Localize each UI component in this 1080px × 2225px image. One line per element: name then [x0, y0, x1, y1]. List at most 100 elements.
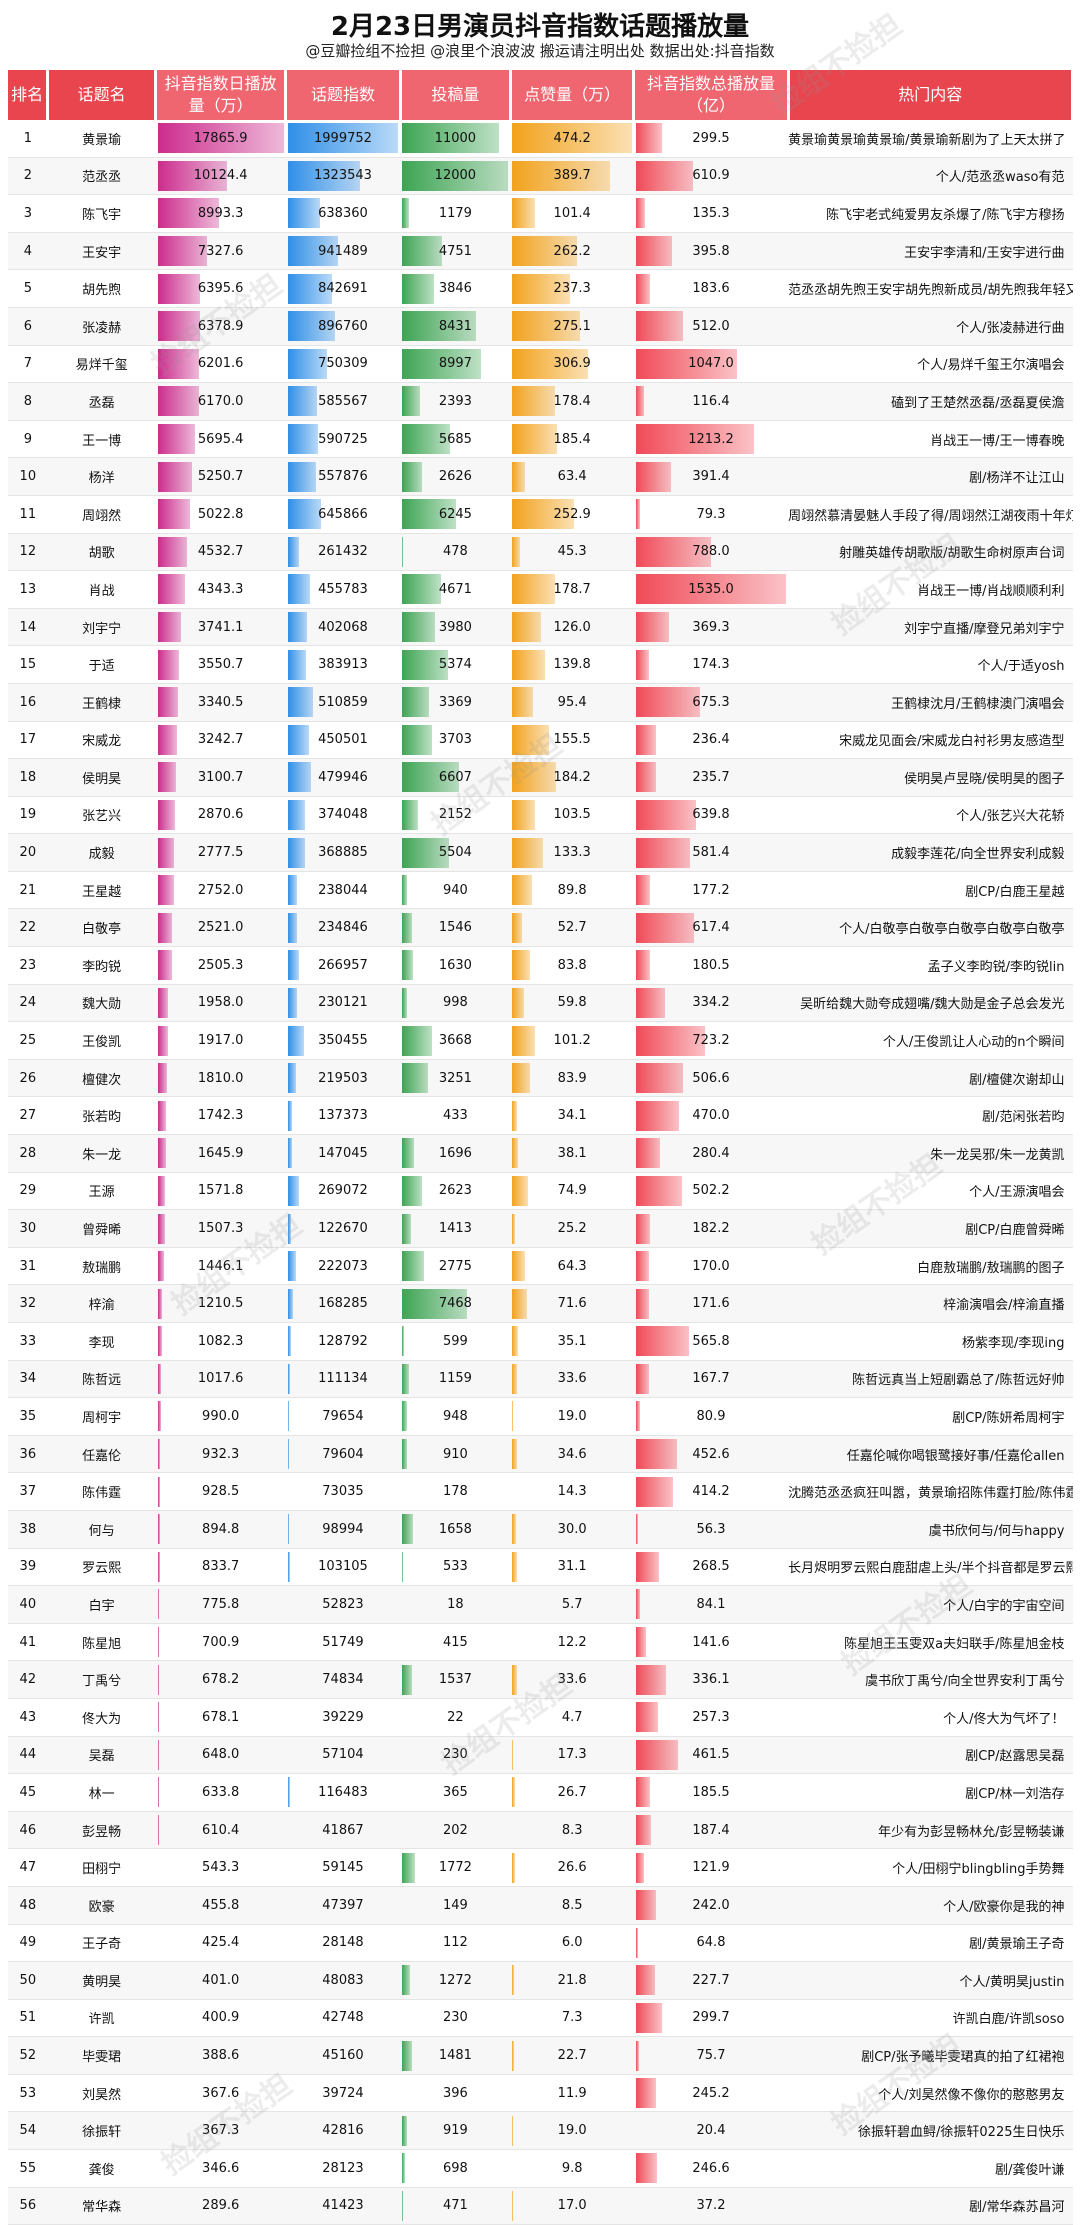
total-value: 141.6: [634, 1624, 788, 1660]
posts-cell: 1179: [400, 195, 510, 233]
likes-cell: 26.7: [510, 1774, 633, 1812]
total-value: 116.4: [634, 383, 788, 419]
total-value: 56.3: [634, 1511, 788, 1547]
likes-cell: 22.7: [510, 2037, 633, 2075]
total-value: 299.7: [634, 2000, 788, 2036]
total-cell: 236.4: [634, 721, 788, 759]
likes-value: 11.9: [510, 2075, 633, 2111]
total-cell: 280.4: [634, 1135, 788, 1173]
daily-value: 1571.8: [156, 1173, 286, 1209]
index-cell: 455783: [286, 571, 401, 609]
daily-cell: 6395.6: [156, 270, 286, 308]
topic-name-cell: 白敬亭: [48, 909, 156, 947]
topic-name-cell: 毕雯珺: [48, 2037, 156, 2075]
daily-cell: 633.8: [156, 1774, 286, 1812]
hot-content-cell: 肖战王一博/肖战顺顺利利: [788, 571, 1072, 609]
daily-value: 6201.6: [156, 346, 286, 382]
likes-cell: 139.8: [510, 646, 633, 684]
total-value: 299.5: [634, 120, 788, 156]
posts-value: 919: [400, 2113, 510, 2149]
hot-content-cell: 剧CP/林一刘浩存: [788, 1774, 1072, 1812]
hot-content-cell: 刘宇宁直播/摩登兄弟刘宇宁: [788, 608, 1072, 646]
total-cell: 37.2: [634, 2187, 788, 2225]
daily-value: 2752.0: [156, 872, 286, 908]
total-cell: 135.3: [634, 195, 788, 233]
likes-value: 126.0: [510, 609, 633, 645]
index-cell: 645866: [286, 495, 401, 533]
daily-cell: 3100.7: [156, 759, 286, 797]
index-cell: 41867: [286, 1811, 401, 1849]
posts-cell: 433: [400, 1097, 510, 1135]
daily-cell: 4532.7: [156, 533, 286, 571]
rank-cell: 48: [8, 1886, 48, 1924]
posts-value: 3668: [400, 1023, 510, 1059]
likes-cell: 306.9: [510, 345, 633, 383]
index-value: 510859: [286, 684, 401, 720]
rank-cell: 2: [8, 157, 48, 195]
rank-cell: 42: [8, 1661, 48, 1699]
rank-cell: 26: [8, 1059, 48, 1097]
likes-value: 7.3: [510, 2000, 633, 2036]
topic-name-cell: 王源: [48, 1172, 156, 1210]
index-value: 41423: [286, 2188, 401, 2224]
total-value: 121.9: [634, 1850, 788, 1886]
total-value: 80.9: [634, 1398, 788, 1434]
likes-value: 71.6: [510, 1286, 633, 1322]
posts-cell: 940: [400, 871, 510, 909]
daily-cell: 289.6: [156, 2187, 286, 2225]
rank-cell: 46: [8, 1811, 48, 1849]
total-cell: 723.2: [634, 1022, 788, 1060]
daily-value: 17865.9: [156, 120, 286, 156]
rank-cell: 4: [8, 232, 48, 270]
daily-cell: 8993.3: [156, 195, 286, 233]
index-value: 52823: [286, 1586, 401, 1622]
daily-value: 10124.4: [156, 158, 286, 194]
total-cell: 56.3: [634, 1510, 788, 1548]
likes-cell: 45.3: [510, 533, 633, 571]
hot-content-cell: 肖战王一博/王一博春晚: [788, 420, 1072, 458]
total-value: 75.7: [634, 2038, 788, 2074]
daily-value: 700.9: [156, 1624, 286, 1660]
posts-cell: 1272: [400, 1962, 510, 2000]
daily-value: 833.7: [156, 1549, 286, 1585]
rank-cell: 18: [8, 759, 48, 797]
column-header-4: 投稿量: [400, 70, 510, 120]
total-value: 334.2: [634, 985, 788, 1021]
daily-value: 543.3: [156, 1850, 286, 1886]
daily-value: 367.6: [156, 2075, 286, 2111]
index-value: 1999752: [286, 120, 401, 156]
daily-value: 7327.6: [156, 233, 286, 269]
posts-value: 4751: [400, 233, 510, 269]
daily-value: 990.0: [156, 1398, 286, 1434]
topic-name-cell: 王俊凯: [48, 1022, 156, 1060]
likes-cell: 95.4: [510, 683, 633, 721]
daily-cell: 610.4: [156, 1811, 286, 1849]
index-value: 128792: [286, 1323, 401, 1359]
likes-cell: 101.2: [510, 1022, 633, 1060]
rank-cell: 54: [8, 2112, 48, 2150]
posts-cell: 1772: [400, 1849, 510, 1887]
daily-cell: 678.1: [156, 1698, 286, 1736]
likes-cell: 83.8: [510, 947, 633, 985]
index-cell: 383913: [286, 646, 401, 684]
index-value: 896760: [286, 308, 401, 344]
index-cell: 122670: [286, 1210, 401, 1248]
topic-name-cell: 田栩宁: [48, 1849, 156, 1887]
likes-cell: 155.5: [510, 721, 633, 759]
index-value: 941489: [286, 233, 401, 269]
daily-value: 401.0: [156, 1962, 286, 1998]
index-cell: 261432: [286, 533, 401, 571]
total-cell: 20.4: [634, 2112, 788, 2150]
likes-value: 474.2: [510, 120, 633, 156]
daily-cell: 1507.3: [156, 1210, 286, 1248]
hot-content-cell: 个人/黄明昊justin: [788, 1962, 1072, 2000]
